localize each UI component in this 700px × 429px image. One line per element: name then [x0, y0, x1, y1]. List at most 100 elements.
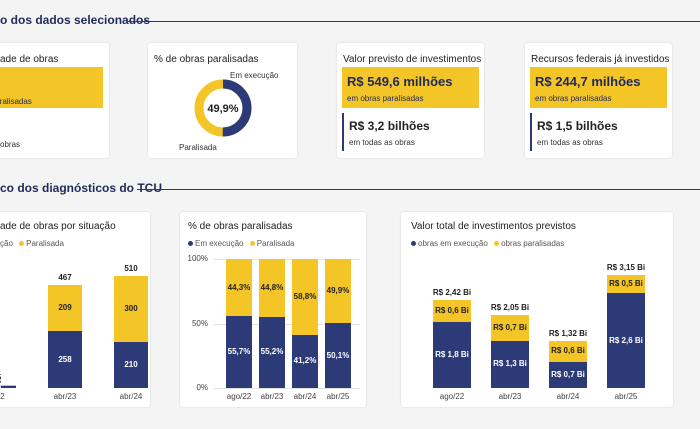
bar-par-0 [433, 300, 471, 323]
bar-exec-0 [433, 322, 471, 388]
bar-par-2 [114, 275, 148, 342]
x-tick-0: ago/22 [439, 392, 465, 401]
bar-label-par-3: R$ 0,5 Bi [609, 278, 643, 288]
chart-card-investimentos[interactable]: Valor total de investimentos previstos o… [401, 212, 673, 407]
bar-label-par-3: 49,9% [326, 286, 350, 296]
bar-exec-3 [325, 323, 351, 388]
kpi-recursos-big: R$ 244,7 milhões [535, 74, 641, 89]
kpi-recursos-accent [530, 113, 532, 151]
kpi-recursos-highlight [530, 67, 667, 108]
kpi-valor-highlight [342, 67, 479, 108]
chart2-legend-par: Paralisada [256, 239, 295, 248]
bar-exec-2 [549, 362, 587, 388]
bar-par-3 [325, 259, 351, 324]
kpi-valor-sub2: em todas as obras [349, 138, 415, 147]
bar-par-2 [549, 340, 587, 363]
legend-dot-par [249, 241, 255, 247]
donut-label-exec: Em execução [230, 71, 279, 80]
chart-card-obras-situacao[interactable]: ade de obras por situação ção Paralisada… [0, 212, 150, 407]
bar-label-exec-2: 41,2% [293, 356, 317, 366]
y-tick-2: 0% [196, 383, 208, 392]
x-tick-1: abr/23 [53, 392, 77, 401]
bar-exec-0 [226, 316, 252, 388]
bar-label-par-1: 209 [58, 303, 72, 313]
x-tick-3: abr/25 [326, 392, 350, 401]
bar-label-par-2: 58,8% [293, 291, 317, 301]
kpi-card-pct[interactable]: % de obras paralisadas 49,9% Em execução… [148, 43, 297, 158]
donut-center-value: 49,9% [207, 103, 239, 115]
legend-dot-par [19, 241, 25, 247]
chart1-legend-par: Paralisada [26, 239, 64, 248]
bar-exec-1 [259, 316, 285, 388]
bar-label-par-0: R$ 0,6 Bi [435, 306, 469, 316]
bar-label-par-2: R$ 0,6 Bi [551, 346, 585, 356]
bar-exec-3 [607, 293, 645, 388]
bar-par-3 [607, 274, 645, 294]
bar-exec-2 [114, 341, 148, 388]
chart3-legend: obras em execução obras paralisadas [411, 239, 564, 248]
chart2-title: % de obras paralisadas [188, 221, 293, 232]
bar-total-0: R$ 2,42 Bi [432, 288, 472, 298]
x-tick-0: ago/22 [226, 392, 252, 401]
kpi-recursos-sub2: em todas as obras [537, 138, 603, 147]
bar-label-par-0: 44,3% [227, 282, 251, 292]
kpi-valor-big: R$ 549,6 milhões [347, 74, 453, 89]
bar-label-exec-3: 50,1% [326, 350, 350, 360]
legend-dot-par [494, 241, 500, 247]
chart1-legend-exec: ção [0, 239, 13, 248]
gridline-0 [214, 259, 360, 260]
chart3-title: Valor total de investimentos previstos [411, 221, 576, 232]
legend-dot-exec [188, 241, 193, 247]
gridline-1 [214, 323, 360, 325]
bar-par-1 [259, 259, 285, 317]
x-tick-1: abr/23 [498, 392, 522, 401]
section-title-selected-data: o dos dados selecionados [0, 13, 151, 27]
bar-exec-0 [0, 386, 16, 388]
kpi-recursos-title: Recursos federais já investidos [531, 54, 670, 65]
kpi-valor-title: Valor previsto de investimentos [343, 54, 482, 65]
bar-label-exec-0: R$ 1,8 Bi [435, 350, 469, 360]
donut-chart [194, 79, 252, 137]
kpi-pct-title: % de obras paralisadas [154, 54, 259, 65]
kpi-obras-highlight: Paralisadas [0, 67, 103, 108]
bar-total-1: 467 [58, 273, 72, 283]
kpi-obras-sub2: obras [0, 140, 21, 149]
gridline-2 [214, 388, 360, 389]
bar-label-par-2: 300 [124, 303, 138, 313]
bar-exec-1 [491, 340, 529, 388]
kpi-valor-accent [342, 113, 344, 151]
bar-label-exec-2: 210 [124, 359, 138, 369]
donut-label-par: Paralisada [179, 143, 217, 152]
kpi-recursos-big2: R$ 1,5 bilhões [537, 119, 618, 133]
bar-exec-1 [48, 331, 82, 388]
donut-segment-exec [194, 79, 252, 137]
kpi-valor-sub: em obras paralisadas [347, 94, 424, 103]
bar-total-1: R$ 2,05 Bi [490, 302, 530, 312]
kpi-valor-big2: R$ 3,2 bilhões [349, 119, 430, 133]
x-tick-3: abr/25 [614, 392, 638, 401]
kpi-card-obras[interactable]: ade de obras Paralisadas obras [0, 43, 109, 158]
chart1-title: ade de obras por situação [0, 221, 116, 232]
bar-label-exec-3: R$ 2,6 Bi [609, 335, 643, 345]
bar-label-par-0: 7 [0, 380, 16, 389]
section-divider [137, 189, 700, 190]
bar-exec-2 [292, 334, 318, 388]
bar-label-par-1: R$ 0,7 Bi [493, 322, 527, 332]
chart-card-pct-paralisadas[interactable]: % de obras paralisadas Em execução Paral… [180, 212, 366, 407]
kpi-obras-sub: Paralisadas [0, 97, 32, 106]
x-tick-2: abr/24 [293, 392, 317, 401]
bar-label-exec-1: 55,2% [260, 347, 284, 357]
kpi-card-recursos[interactable]: Recursos federais já investidos R$ 244,7… [525, 43, 672, 158]
bar-par-0 [0, 384, 16, 387]
bar-par-2 [292, 259, 318, 335]
kpi-card-valor[interactable]: Valor previsto de investimentos R$ 549,6… [337, 43, 484, 158]
y-tick-0: 100% [187, 254, 208, 263]
chart1-legend: ção Paralisada [0, 239, 64, 248]
bar-total-2: R$ 1,32 Bi [548, 328, 588, 338]
chart3-legend-par: obras paralisadas [501, 239, 565, 248]
y-tick-1: 50% [191, 318, 208, 328]
bar-par-0 [226, 259, 252, 317]
bar-par-1 [48, 285, 82, 332]
x-tick-2: abr/24 [556, 392, 580, 401]
x-tick-0: /22 [0, 392, 5, 401]
